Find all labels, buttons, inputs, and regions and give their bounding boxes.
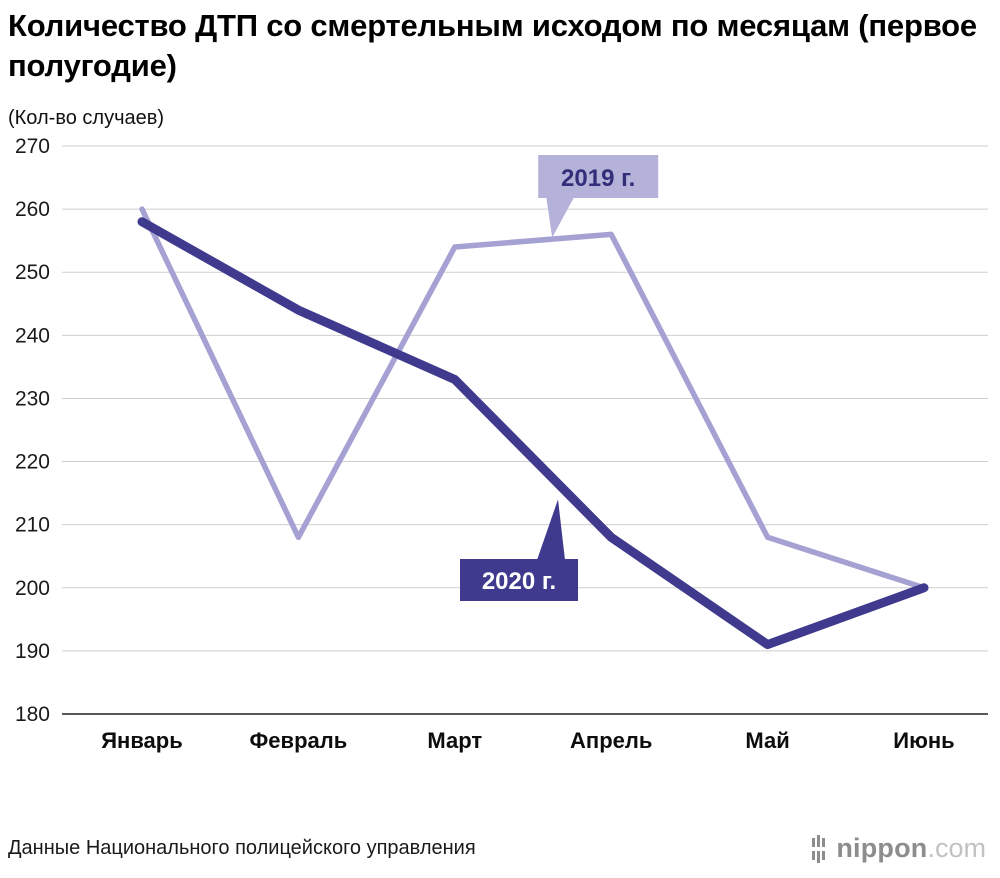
svg-text:2019 г.: 2019 г. [561, 165, 635, 192]
svg-text:260: 260 [15, 198, 50, 221]
svg-text:200: 200 [15, 577, 50, 600]
svg-text:Март: Март [427, 728, 482, 753]
brand-text: nippon.com [836, 833, 986, 864]
svg-text:Июнь: Июнь [893, 728, 954, 753]
svg-text:210: 210 [15, 514, 50, 537]
chart-title: Количество ДТП со смертельным исходом по… [8, 8, 977, 83]
line-chart-canvas: 180 190 200 210 220 230 240 250 260 270 Январь Февр… [15, 135, 988, 753]
svg-text:Февраль: Февраль [250, 728, 348, 753]
brand-tld: .com [927, 833, 986, 863]
nippon-logo-icon [812, 834, 826, 863]
footer: Данные Национального полицейского управл… [0, 833, 1000, 864]
svg-text:Май: Май [745, 728, 789, 753]
brand-name: nippon [836, 833, 928, 863]
nippon-logo: nippon.com [812, 833, 986, 864]
svg-text:240: 240 [15, 325, 50, 348]
svg-text:Апрель: Апрель [570, 728, 652, 753]
unit-label: (Кол-во случаев) [8, 107, 165, 130]
svg-text:180: 180 [15, 703, 50, 726]
svg-text:2020 г.: 2020 г. [482, 568, 556, 595]
source-note: Данные Национального полицейского управл… [8, 837, 476, 859]
svg-text:250: 250 [15, 262, 50, 285]
chart-page: Количество ДТП со смертельным исходом по… [0, 6, 1000, 878]
line-chart: 180 190 200 210 220 230 240 250 260 270 Январь Февр… [0, 134, 1000, 789]
svg-text:190: 190 [15, 640, 50, 663]
svg-text:220: 220 [15, 451, 50, 474]
svg-text:270: 270 [15, 135, 50, 158]
svg-text:230: 230 [15, 388, 50, 411]
svg-text:Январь: Январь [101, 728, 183, 753]
